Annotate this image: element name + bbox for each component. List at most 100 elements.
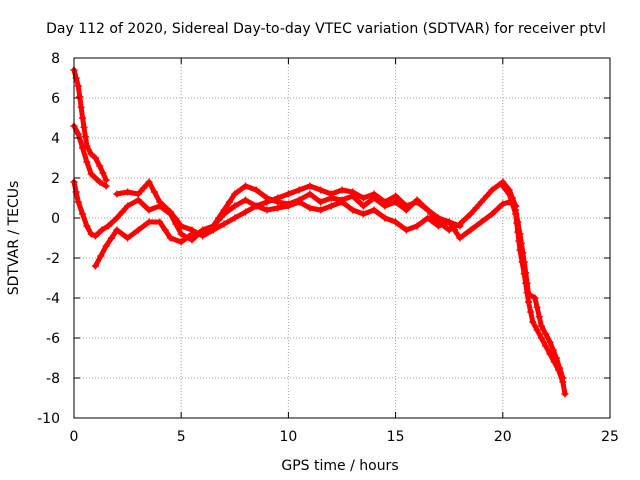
data-point-marker bbox=[74, 198, 82, 206]
data-point-marker bbox=[445, 218, 453, 226]
data-point-marker bbox=[263, 206, 271, 214]
data-point-marker bbox=[274, 194, 282, 202]
data-point-marker bbox=[556, 364, 564, 372]
data-point-marker bbox=[533, 303, 541, 311]
data-point-marker bbox=[77, 103, 85, 111]
data-point-marker bbox=[177, 222, 185, 230]
data-point-marker bbox=[150, 188, 158, 196]
data-point-marker bbox=[79, 114, 87, 122]
y-tick-label: 8 bbox=[51, 51, 60, 67]
data-point-marker bbox=[537, 322, 545, 330]
data-point-marker bbox=[231, 202, 239, 210]
data-point-marker bbox=[434, 214, 442, 222]
data-point-marker bbox=[74, 130, 82, 138]
data-point-marker bbox=[349, 206, 357, 214]
y-tick-label: -8 bbox=[46, 371, 60, 387]
data-point-marker bbox=[177, 238, 185, 246]
data-point-marker bbox=[499, 182, 507, 190]
data-point-marker bbox=[525, 290, 533, 298]
data-point-marker bbox=[242, 182, 250, 190]
y-tick-label: 0 bbox=[51, 211, 60, 227]
plot-frame bbox=[73, 57, 611, 419]
data-point-marker bbox=[413, 222, 421, 230]
data-point-marker bbox=[402, 226, 410, 234]
data-point-marker bbox=[113, 226, 121, 234]
data-point-marker bbox=[166, 234, 174, 242]
data-point-marker bbox=[97, 252, 105, 260]
data-point-marker bbox=[81, 133, 89, 141]
data-point-marker bbox=[522, 269, 530, 277]
data-point-marker bbox=[402, 202, 410, 210]
data-point-marker bbox=[477, 218, 485, 226]
data-point-marker bbox=[317, 198, 325, 206]
data-point-marker bbox=[561, 390, 569, 398]
axis-ticks: 0 5 10 15 20 25 -10 -8 -6 -4 -2 0 2 4 6 8 bbox=[37, 51, 619, 445]
data-point-marker bbox=[242, 208, 250, 216]
data-point-marker bbox=[172, 215, 180, 223]
data-point-marker bbox=[76, 93, 84, 101]
data-point-marker bbox=[317, 186, 325, 194]
x-tick-label: 5 bbox=[177, 429, 186, 445]
data-point-marker bbox=[102, 242, 110, 250]
data-point-marker bbox=[284, 202, 292, 210]
data-point-marker bbox=[134, 226, 142, 234]
data-point-marker bbox=[456, 222, 464, 230]
series-line bbox=[71, 67, 109, 183]
data-point-marker bbox=[87, 230, 95, 238]
data-point-marker bbox=[519, 249, 527, 257]
y-tick-label: -10 bbox=[37, 411, 60, 427]
data-point-marker bbox=[392, 218, 400, 226]
data-point-marker bbox=[102, 176, 110, 184]
data-point-marker bbox=[91, 262, 99, 270]
data-point-marker bbox=[177, 230, 185, 238]
data-point-marker bbox=[392, 198, 400, 206]
data-point-marker bbox=[215, 216, 223, 224]
y-tick-label: -2 bbox=[46, 251, 60, 267]
data-point-marker bbox=[225, 198, 233, 206]
data-point-marker bbox=[252, 202, 260, 210]
data-point-marker bbox=[87, 170, 95, 178]
data-point-marker bbox=[327, 202, 335, 210]
data-point-marker bbox=[533, 326, 541, 334]
data-point-marker bbox=[145, 206, 153, 214]
grid-lines bbox=[74, 58, 610, 418]
data-point-marker bbox=[113, 214, 121, 222]
data-point-marker bbox=[91, 154, 99, 162]
data-point-marker bbox=[252, 186, 260, 194]
data-point-marker bbox=[156, 198, 164, 206]
data-point-marker bbox=[79, 144, 87, 152]
x-tick-label: 10 bbox=[279, 429, 297, 445]
data-point-marker bbox=[512, 206, 520, 214]
data-point-marker bbox=[113, 190, 121, 198]
data-point-marker bbox=[284, 190, 292, 198]
data-point-marker bbox=[520, 258, 528, 266]
chart-title: Day 112 of 2020, Sidereal Day-to-day VTE… bbox=[46, 21, 606, 37]
data-point-marker bbox=[231, 214, 239, 222]
data-point-marker bbox=[231, 190, 239, 198]
data-point-marker bbox=[91, 174, 99, 182]
data-point-marker bbox=[87, 150, 95, 158]
data-point-marker bbox=[483, 192, 491, 200]
data-point-marker bbox=[145, 178, 153, 186]
data-point-marker bbox=[424, 214, 432, 222]
data-point-marker bbox=[108, 234, 116, 242]
data-point-marker bbox=[525, 298, 533, 306]
y-tick-label: -6 bbox=[46, 331, 60, 347]
data-point-marker bbox=[359, 210, 367, 218]
data-point-marker bbox=[156, 218, 164, 226]
data-point-marker bbox=[140, 184, 148, 192]
y-tick-label: 2 bbox=[51, 171, 60, 187]
data-point-marker bbox=[83, 222, 91, 230]
data-point-marker bbox=[505, 190, 513, 198]
data-point-marker bbox=[80, 123, 88, 131]
data-point-marker bbox=[317, 206, 325, 214]
data-point-marker bbox=[102, 182, 110, 190]
data-point-marker bbox=[306, 182, 314, 190]
data-point-marker bbox=[413, 198, 421, 206]
data-point-marker bbox=[118, 208, 126, 216]
data-point-marker bbox=[242, 196, 250, 204]
data-point-marker bbox=[124, 234, 132, 242]
data-point-marker bbox=[531, 294, 539, 302]
data-point-marker bbox=[467, 226, 475, 234]
